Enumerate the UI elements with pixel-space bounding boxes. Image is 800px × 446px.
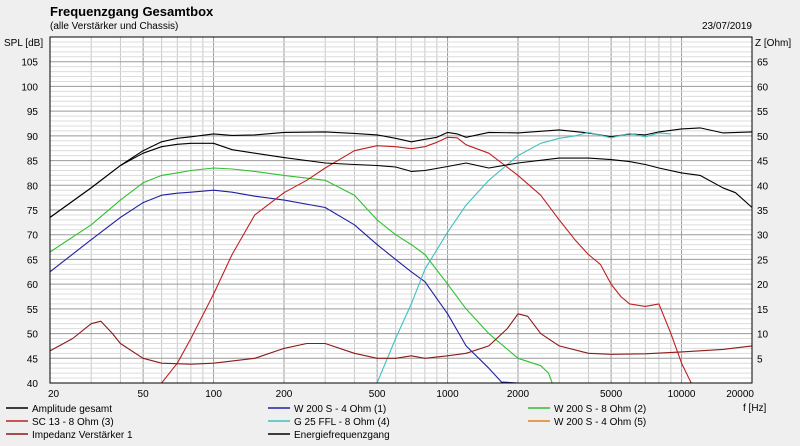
x-tick-label: 2000 (507, 389, 530, 400)
y-right-tick-label: 5 (757, 354, 763, 365)
series-line-8 (49, 142, 753, 218)
y-left-tick-label: 45 (27, 354, 39, 365)
y-right-tick-label: 25 (757, 255, 769, 266)
legend: Amplitude gesamt W 200 S - 4 Ohm (1) W 200… (6, 404, 646, 441)
plot-border (49, 36, 753, 384)
y-right-tick-label: 15 (757, 305, 769, 316)
legend-label: SC 13 - 8 Ohm (3) (32, 417, 114, 428)
y-right-tick-label: 40 (757, 181, 769, 192)
y-left-tick-label: 70 (27, 231, 39, 242)
x-tick-label: 20000 (726, 389, 754, 400)
x-tick-label: 100 (205, 389, 222, 400)
y-left-tick-label: 85 (27, 157, 39, 168)
y-right-tick-label: 55 (757, 107, 769, 118)
legend-label: Amplitude gesamt (32, 404, 112, 415)
y-left-tick-label: 100 (21, 82, 38, 93)
legend-label: W 200 S - 8 Ohm (2) (554, 404, 646, 415)
legend-label: W 200 S - 4 Ohm (5) (554, 417, 646, 428)
series-lines (49, 127, 753, 384)
y-right-tick-label: 20 (757, 280, 769, 291)
x-tick-label: 1000 (436, 389, 459, 400)
x-axis-label: f [Hz] (743, 403, 767, 414)
y-left-tick-label: 40 (27, 379, 39, 390)
series-line-5 (376, 131, 671, 384)
axis-ticks: 40 45 50 55 60 65 70 75 80 85 90 95 100 105 5 10 15 20 25 3… (21, 58, 768, 400)
chart-title: Frequenzgang Gesamtbox (50, 4, 214, 19)
y-left-tick-label: 105 (21, 58, 38, 69)
grid (49, 36, 753, 384)
x-tick-label: 10000 (668, 389, 696, 400)
y-right-tick-label: 65 (757, 58, 769, 69)
series-line-1 (49, 127, 753, 218)
series-line-3 (49, 167, 553, 384)
x-tick-label: 5000 (600, 389, 623, 400)
legend-label: Impedanz Verstärker 1 (32, 430, 133, 441)
y-left-tick-label: 75 (27, 206, 39, 217)
series-line-2 (49, 189, 519, 384)
y-left-tick-label: 80 (27, 181, 39, 192)
x-tick-label: 200 (276, 389, 293, 400)
legend-label: Energiefrequenzgang (294, 430, 390, 441)
series-line-4 (161, 136, 692, 384)
y-right-tick-label: 45 (757, 157, 769, 168)
y-left-tick-label: 90 (27, 132, 39, 143)
legend-label: W 200 S - 4 Ohm (1) (294, 404, 386, 415)
x-tick-label: 20 (48, 389, 60, 400)
y-right-tick-label: 35 (757, 206, 769, 217)
y-right-tick-label: 60 (757, 82, 769, 93)
y-left-tick-label: 65 (27, 255, 39, 266)
series-line-7 (49, 313, 753, 365)
chart-date: 23/07/2019 (702, 21, 752, 32)
y-left-tick-label: 60 (27, 280, 39, 291)
x-tick-label: 50 (138, 389, 150, 400)
chart-subtitle: (alle Verstärker und Chassis) (50, 21, 178, 32)
y-left-axis-label: SPL [dB] (4, 38, 43, 49)
y-left-tick-label: 55 (27, 305, 39, 316)
x-tick-label: 500 (369, 389, 386, 400)
y-right-tick-label: 10 (757, 330, 769, 341)
y-right-tick-label: 50 (757, 132, 769, 143)
y-right-tick-label: 30 (757, 231, 769, 242)
legend-label: G 25 FFL - 8 Ohm (4) (294, 417, 390, 428)
y-right-axis-label: Z [Ohm] (755, 38, 791, 49)
y-left-tick-label: 50 (27, 330, 39, 341)
y-left-tick-label: 95 (27, 107, 39, 118)
